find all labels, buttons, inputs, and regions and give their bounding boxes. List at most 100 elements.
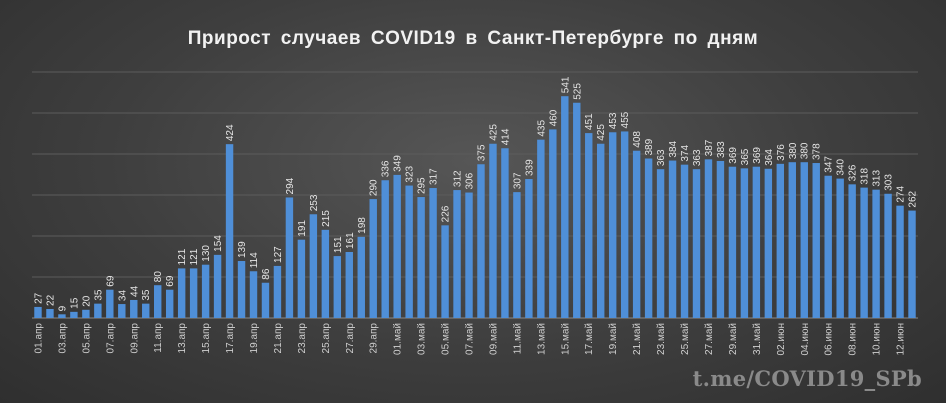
data-label: 369 bbox=[752, 147, 763, 164]
bar-20.апр bbox=[261, 282, 270, 318]
data-label: 130 bbox=[201, 245, 212, 262]
bar-09.май bbox=[489, 143, 497, 318]
data-label: 389 bbox=[644, 138, 655, 155]
bar-24.май bbox=[668, 160, 677, 318]
bar-22.май bbox=[644, 158, 653, 318]
data-label: 191 bbox=[297, 220, 308, 237]
bar-01.апр bbox=[34, 306, 42, 318]
bar-11.июн bbox=[884, 193, 892, 318]
x-tick-label: 07.апр bbox=[105, 323, 116, 354]
data-label: 27 bbox=[33, 292, 44, 304]
data-label: 453 bbox=[608, 112, 619, 129]
x-tick-label: 10.июн bbox=[872, 323, 883, 356]
data-label: 376 bbox=[776, 144, 787, 161]
bar-02.июн bbox=[776, 163, 785, 318]
x-tick-label: 11.май bbox=[512, 323, 523, 354]
x-tick-label: 06.июн bbox=[824, 323, 835, 356]
bar-08.июн bbox=[848, 184, 856, 318]
x-tick-label: 25.май bbox=[680, 323, 691, 355]
data-label: 378 bbox=[812, 143, 823, 160]
data-label: 9 bbox=[57, 305, 68, 311]
bar-19.май bbox=[608, 132, 617, 318]
bar-23.май bbox=[656, 169, 665, 318]
bar-11.май bbox=[513, 192, 521, 318]
data-label: 414 bbox=[500, 128, 511, 145]
data-label: 215 bbox=[321, 210, 332, 227]
bar-17.май bbox=[585, 133, 593, 318]
x-tick-label: 13.апр bbox=[177, 323, 188, 354]
bar-20.май bbox=[620, 131, 629, 318]
x-tick-label: 25.апр bbox=[321, 323, 332, 354]
data-label: 408 bbox=[632, 131, 643, 148]
data-label: 365 bbox=[740, 148, 751, 165]
x-tick-label: 11.апр bbox=[153, 323, 164, 353]
x-tick-label: 02.июн bbox=[776, 323, 787, 356]
x-tick-label: 19.май bbox=[608, 323, 619, 355]
bar-09.июн bbox=[860, 187, 868, 318]
x-tick-label: 13.май bbox=[536, 323, 547, 355]
data-label: 127 bbox=[273, 246, 284, 263]
bar-18.май bbox=[597, 143, 605, 318]
x-tick-label: 07.май bbox=[465, 323, 476, 355]
data-label: 34 bbox=[117, 289, 128, 301]
x-tick-label: 27.май bbox=[704, 323, 715, 355]
data-label: 323 bbox=[405, 165, 416, 182]
x-tick-label: 23.май bbox=[656, 323, 667, 355]
bar-13.апр bbox=[177, 268, 186, 318]
bar-14.май bbox=[549, 129, 557, 318]
bar-18.апр bbox=[237, 261, 246, 318]
data-label: 451 bbox=[584, 113, 595, 130]
bar-16.май bbox=[573, 102, 581, 318]
bar-22.апр bbox=[285, 197, 294, 318]
bar-17.апр bbox=[225, 144, 234, 318]
bar-29.апр bbox=[369, 199, 377, 318]
bar-27.апр bbox=[345, 251, 353, 318]
bar-12.июн bbox=[896, 205, 904, 318]
x-tick-label: 31.май bbox=[752, 323, 763, 355]
bar-08.апр bbox=[118, 304, 126, 318]
data-label: 303 bbox=[884, 174, 895, 191]
bar-09.апр bbox=[130, 299, 138, 318]
bar-02.апр bbox=[46, 308, 54, 318]
x-tick-label: 15.май bbox=[560, 323, 571, 355]
bar-07.апр bbox=[106, 289, 114, 318]
bar-26.май bbox=[692, 169, 701, 318]
bar-28.апр bbox=[357, 236, 365, 318]
data-label: 121 bbox=[189, 248, 200, 265]
data-label: 274 bbox=[896, 186, 907, 203]
data-label: 347 bbox=[824, 156, 835, 173]
bar-03.июн bbox=[788, 162, 796, 318]
data-label: 339 bbox=[524, 159, 535, 176]
data-label: 541 bbox=[560, 76, 571, 93]
data-label: 425 bbox=[488, 124, 499, 141]
bar-13.май bbox=[537, 139, 545, 318]
bar-15.апр bbox=[201, 264, 210, 318]
bar-10.июн bbox=[872, 189, 880, 318]
bar-30.апр bbox=[381, 180, 389, 318]
data-label: 69 bbox=[105, 275, 116, 287]
data-label: 22 bbox=[45, 294, 56, 306]
x-tick-label: 01.май bbox=[393, 323, 404, 355]
bar-21.апр bbox=[273, 265, 282, 318]
bar-13.июн bbox=[908, 210, 916, 318]
bar-26.апр bbox=[333, 256, 342, 318]
x-tick-label: 19.апр bbox=[249, 323, 260, 354]
data-label: 364 bbox=[764, 149, 775, 166]
x-tick-label: 12.июн bbox=[896, 323, 907, 356]
x-tick-label: 03.апр bbox=[57, 323, 68, 354]
data-label: 154 bbox=[213, 235, 224, 252]
bar-31.май bbox=[752, 166, 761, 318]
data-label: 161 bbox=[345, 232, 356, 249]
data-label: 139 bbox=[237, 241, 248, 258]
data-label: 380 bbox=[800, 142, 811, 159]
data-label: 313 bbox=[872, 170, 883, 187]
data-label: 363 bbox=[656, 149, 667, 166]
data-label: 425 bbox=[596, 124, 607, 141]
chart-title: Прирост случаев COVID19 в Санкт-Петербур… bbox=[187, 28, 759, 49]
bar-25.апр bbox=[321, 229, 330, 318]
x-tick-label: 21.май bbox=[632, 323, 643, 355]
data-label: 295 bbox=[417, 177, 428, 194]
x-tick-label: 29.май bbox=[728, 323, 739, 355]
